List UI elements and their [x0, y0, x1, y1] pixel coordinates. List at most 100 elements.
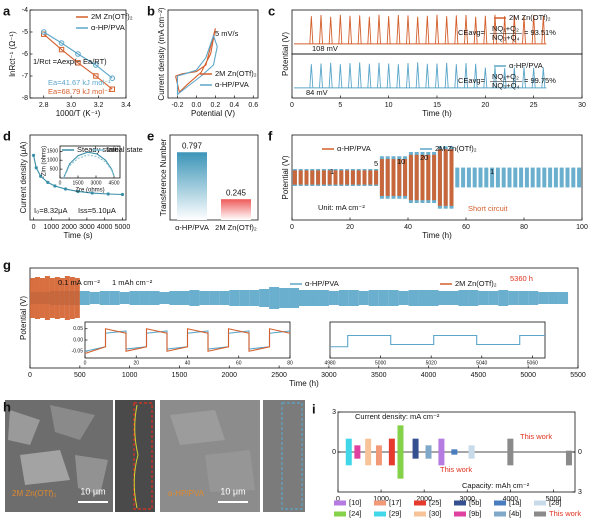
point — [93, 73, 99, 79]
spike — [531, 67, 536, 88]
oscillation — [458, 290, 469, 306]
oscillation — [468, 290, 479, 306]
annotation: NQ₁+Q₂ — [492, 24, 519, 33]
range-bar — [345, 438, 352, 466]
oscillation — [209, 291, 220, 305]
annotation: This work — [440, 465, 472, 474]
x-tick-label: 3.0 — [66, 102, 76, 109]
spike — [435, 14, 439, 44]
oscillation — [169, 291, 180, 305]
spike — [377, 14, 381, 44]
oscillation — [64, 276, 70, 320]
range-bar — [438, 438, 445, 466]
oscillation — [420, 154, 425, 201]
spike — [473, 16, 478, 44]
spike — [406, 63, 410, 88]
spike — [522, 67, 526, 88]
oscillation — [448, 291, 459, 305]
spike — [348, 15, 352, 44]
y-tick-label: 0 — [332, 449, 336, 456]
x-tick-label: 2000 — [416, 496, 432, 503]
annotation: 1/Rct =Aexp(− Ea/RT) — [33, 57, 107, 66]
oscillation — [289, 288, 300, 308]
x-tick-label: 0 — [59, 180, 62, 186]
range-bar — [565, 450, 572, 466]
x-tick-label: 4000 — [97, 224, 113, 231]
spike — [367, 16, 372, 44]
legend-label: α-HP/PVA — [509, 61, 543, 70]
sem-cross-section — [263, 400, 305, 512]
point — [109, 75, 116, 81]
x-tick-label: 5000 — [520, 372, 536, 379]
oscillation — [316, 170, 321, 185]
range-bar — [388, 438, 395, 466]
spike — [357, 15, 362, 44]
axes-frame — [329, 321, 546, 359]
point — [58, 46, 65, 53]
oscillation — [259, 289, 270, 307]
oscillation — [548, 292, 559, 304]
spike — [415, 16, 420, 44]
oscillation — [269, 287, 280, 309]
panel-label: g — [3, 257, 11, 272]
range-bar — [365, 438, 372, 466]
point — [34, 166, 38, 170]
oscillation — [571, 167, 576, 188]
y-tick-label: 1000 — [47, 158, 58, 164]
spike — [319, 15, 323, 44]
x-tick-label: 3000 — [90, 180, 101, 186]
spike — [435, 63, 439, 88]
x-tick-label: 30 — [578, 102, 586, 109]
point — [31, 153, 36, 157]
oscillation — [149, 291, 160, 305]
oscillation — [99, 291, 110, 305]
spike — [406, 15, 410, 44]
interface-line — [133, 404, 139, 509]
legend-label: [29] — [389, 509, 402, 518]
y-axis-label: Potential (V) — [19, 296, 28, 340]
oscillation — [350, 170, 355, 185]
spike — [512, 67, 517, 88]
x-tick-label: 5 — [338, 102, 342, 109]
oscillation — [348, 290, 359, 306]
range-bar — [468, 445, 475, 459]
bar — [177, 152, 207, 220]
spike — [493, 14, 497, 44]
legend-label: α-HP/PVA — [91, 23, 125, 32]
x-axis-label: Time (h) — [422, 109, 452, 118]
spike — [483, 67, 488, 88]
panel-label: b — [147, 3, 155, 18]
spike — [473, 63, 478, 88]
oscillation — [159, 292, 170, 304]
spike — [483, 15, 488, 44]
spike — [493, 66, 497, 88]
legend-swatch — [334, 500, 346, 506]
spike — [338, 64, 343, 88]
series-line — [63, 151, 115, 179]
oscillation — [466, 167, 471, 188]
legend-label: 2M Zn(OTf)₂ — [91, 12, 133, 21]
sem-texture — [75, 455, 108, 495]
panel-label: f — [268, 128, 273, 143]
spike — [531, 15, 536, 44]
x-axis-label: Time (h) — [422, 231, 452, 240]
annotation: I₀=8.32μA — [34, 206, 68, 215]
legend-label: 2M Zn(OTf)₂ — [215, 69, 257, 78]
x-tick-label: 0 — [84, 360, 87, 366]
range-bar — [412, 438, 419, 459]
x-tick-label: 1000 — [122, 372, 138, 379]
spike — [309, 64, 314, 88]
oscillation — [558, 292, 569, 304]
spike — [512, 15, 517, 44]
annotation: 1 — [490, 167, 494, 176]
axes-frame — [29, 134, 127, 221]
oscillation — [565, 167, 570, 188]
oscillation — [69, 277, 75, 319]
x-tick-label: 15 — [433, 102, 441, 109]
legend-swatch — [534, 500, 546, 506]
legend-label: α-HP/PVA — [215, 80, 249, 89]
y-tick-label: -6 — [22, 51, 28, 58]
panel-label: c — [268, 3, 275, 18]
spike — [464, 63, 468, 88]
